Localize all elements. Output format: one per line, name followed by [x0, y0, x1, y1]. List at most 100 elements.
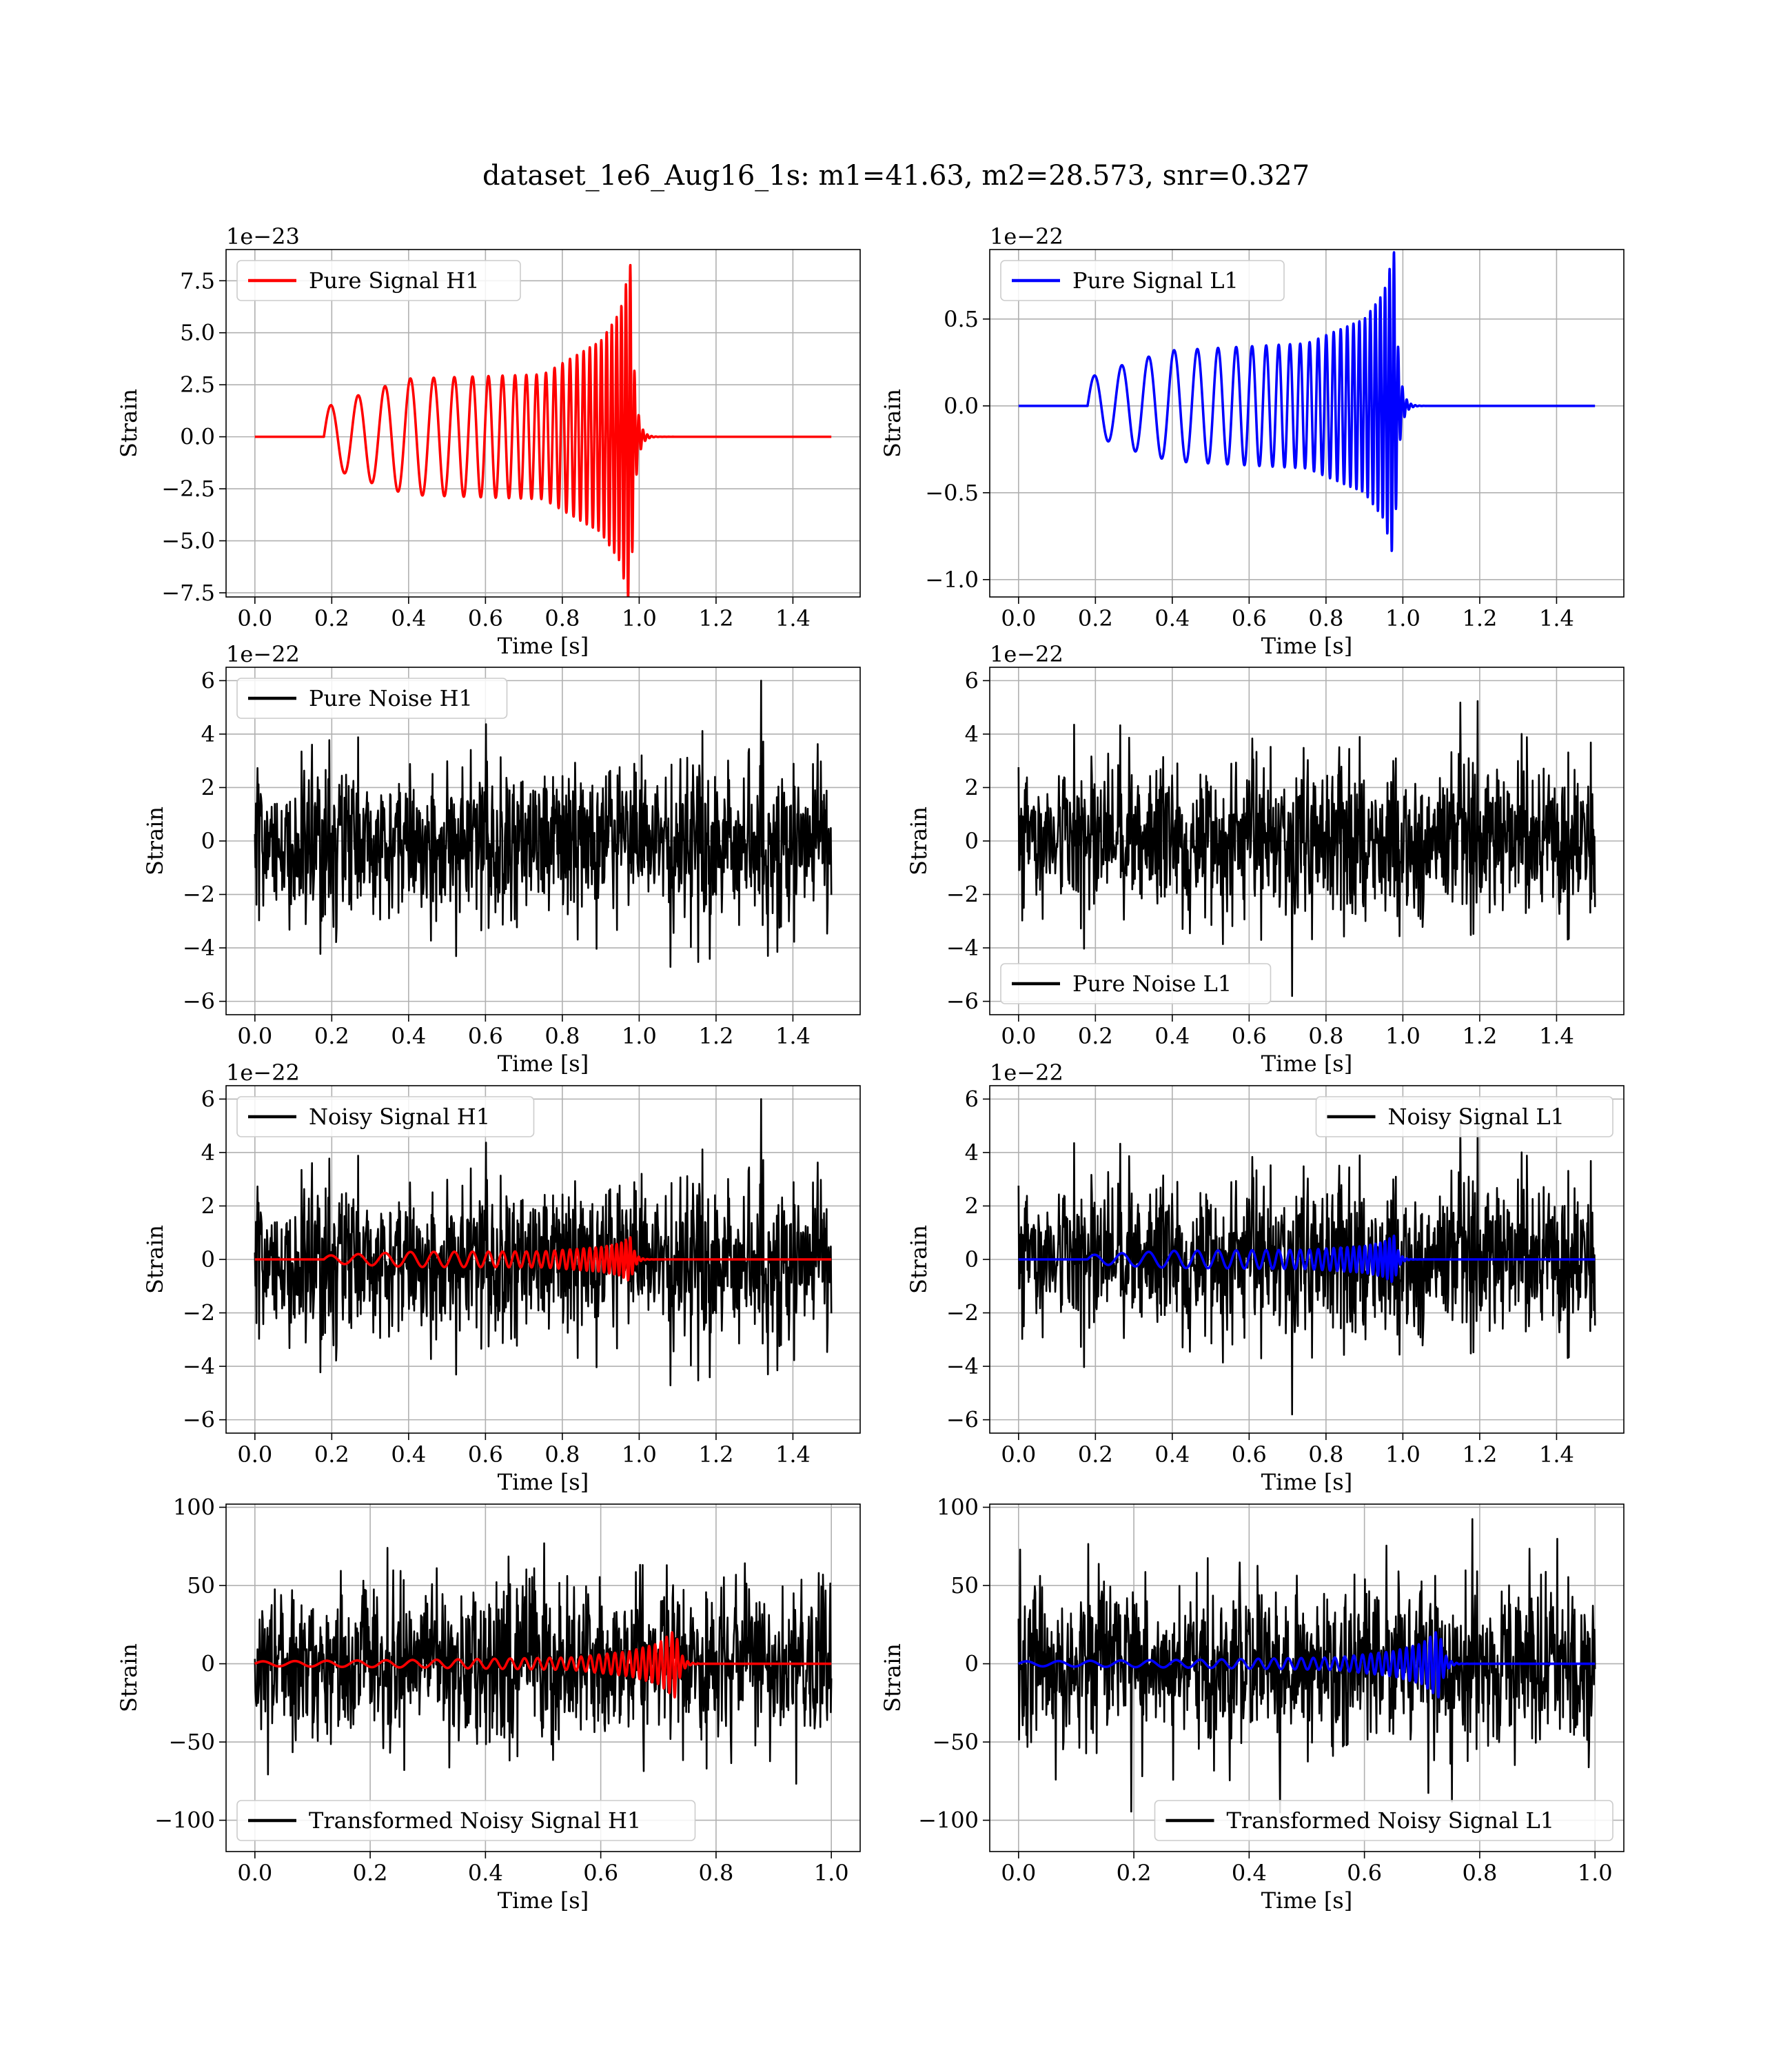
- x-tick-label: 1.0: [1578, 1860, 1613, 1886]
- x-tick-label: 1.2: [1462, 1441, 1497, 1468]
- x-tick-label: 1.0: [1385, 605, 1421, 631]
- x-tick-label: 1.2: [698, 1023, 733, 1049]
- legend-frame: [1154, 1800, 1613, 1841]
- y-tick-label: 6: [201, 1086, 215, 1112]
- axis-offset-label: 1e−22: [226, 641, 300, 667]
- legend-frame: [236, 260, 521, 301]
- y-tick-label: 100: [937, 1494, 979, 1521]
- x-tick-label: 1.4: [775, 1023, 811, 1049]
- x-axis-label: Time [s]: [498, 1469, 589, 1495]
- x-tick-label: 0.0: [237, 1441, 272, 1468]
- y-tick-label: 100: [173, 1494, 215, 1521]
- y-tick-label: −50: [168, 1729, 215, 1755]
- y-tick-label: 0.0: [180, 424, 215, 450]
- axis-offset-label: 1e−22: [990, 641, 1063, 667]
- axes-frame: [989, 1503, 1625, 1852]
- legend-frame: [236, 1096, 535, 1137]
- legend-label: Pure Signal H1: [309, 267, 480, 294]
- x-tick-label: 0.8: [544, 1441, 580, 1468]
- y-tick-label: −6: [183, 1407, 215, 1433]
- x-tick-label: 1.0: [622, 1023, 657, 1049]
- x-tick-label: 0.8: [1462, 1860, 1497, 1886]
- legend: Pure Signal L1: [1000, 260, 1285, 301]
- y-tick-label: −4: [183, 1353, 215, 1379]
- y-tick-label: 2: [965, 774, 979, 800]
- y-tick-label: 4: [201, 721, 215, 747]
- x-axis-label: Time [s]: [1261, 1887, 1352, 1914]
- legend-frame: [1000, 260, 1285, 301]
- legend-label: Pure Noise H1: [309, 685, 473, 711]
- x-tick-label: 0.6: [468, 1023, 503, 1049]
- y-tick-label: 0: [201, 828, 215, 854]
- y-tick-label: 4: [965, 721, 979, 747]
- y-axis-label: Strain: [879, 389, 906, 458]
- y-tick-label: 0: [201, 1651, 215, 1677]
- y-tick-label: −4: [183, 935, 215, 961]
- series-line-noisy-signal-l1: [1017, 1118, 1596, 1416]
- y-tick-label: 2: [201, 1193, 215, 1219]
- legend-label: Pure Noise L1: [1072, 971, 1232, 997]
- x-tick-label: 0.6: [1232, 1441, 1267, 1468]
- y-tick-label: 50: [187, 1572, 215, 1599]
- panel-pure-noise-l1: 0.0 0.2 0.4 0.6 0.8 1.0 1.2 1.4 −6 −4 −2 0 2 4 6 Time […: [906, 641, 1625, 1077]
- x-axis-label: Time [s]: [1261, 633, 1352, 659]
- y-tick-label: 0.5: [944, 306, 979, 332]
- panel-transformed-noisy-signal-h1: 0.0 0.2 0.4 0.6 0.8 1.0 −100 −50 0 50 100 Time [s] S…: [116, 1494, 861, 1914]
- x-tick-label: 1.4: [1539, 1023, 1574, 1049]
- x-axis-label: Time [s]: [498, 1887, 589, 1914]
- y-tick-label: −4: [946, 935, 979, 961]
- y-tick-label: 0: [201, 1246, 215, 1273]
- legend-frame: [1315, 1096, 1613, 1137]
- x-tick-label: 0.4: [391, 1023, 426, 1049]
- x-tick-label: 0.6: [583, 1860, 618, 1886]
- x-tick-label: 0.2: [1078, 1023, 1113, 1049]
- legend: Pure Signal H1: [236, 260, 521, 301]
- series-line-pure-noise-l1: [1017, 700, 1596, 997]
- x-tick-label: 0.0: [1001, 1441, 1036, 1468]
- panel-pure-signal-h1: 0.0 0.2 0.4 0.6 0.8 1.0 1.2 1.4 −7.5 −5.0 −2.5 0.0 2…: [116, 223, 861, 659]
- x-tick-label: 1.2: [698, 1441, 733, 1468]
- x-tick-label: 1.4: [775, 605, 811, 631]
- panel-pure-signal-l1: 0.0 0.2 0.4 0.6 0.8 1.0 1.2 1.4 −1.0 −0.5 0.0 0.5 Ti…: [879, 223, 1625, 659]
- x-tick-label: 0.8: [1308, 1023, 1343, 1049]
- x-tick-label: 0.8: [544, 1023, 580, 1049]
- panel-noisy-signal-h1: 0.0 0.2 0.4 0.6 0.8 1.0 1.2 1.4 −6 −4 −2 0 2 4 6 Time […: [142, 1060, 861, 1495]
- x-axis-label: Time [s]: [498, 633, 589, 659]
- x-tick-label: 1.0: [1385, 1441, 1421, 1468]
- y-tick-label: −100: [154, 1807, 215, 1834]
- y-axis-label: Strain: [116, 389, 142, 458]
- y-tick-label: 4: [965, 1139, 979, 1166]
- x-tick-label: 0.8: [698, 1860, 733, 1886]
- legend: Transformed Noisy Signal H1: [236, 1800, 696, 1841]
- legend: Transformed Noisy Signal L1: [1154, 1800, 1613, 1841]
- legend: Pure Noise L1: [1000, 963, 1272, 1004]
- x-tick-label: 0.8: [544, 605, 580, 631]
- y-tick-label: 2.5: [180, 372, 215, 398]
- x-tick-label: 0.0: [1001, 1023, 1036, 1049]
- y-tick-label: −2.5: [161, 476, 215, 502]
- legend-frame: [1000, 963, 1272, 1004]
- x-tick-label: 0.2: [314, 605, 349, 631]
- figure-title: dataset_1e6_Aug16_1s: m1=41.63, m2=28.57…: [482, 160, 1310, 192]
- x-tick-label: 0.4: [1232, 1860, 1267, 1886]
- x-tick-label: 0.0: [1001, 605, 1036, 631]
- x-tick-label: 1.4: [1539, 605, 1574, 631]
- x-tick-label: 0.4: [1154, 605, 1190, 631]
- y-tick-label: −2: [183, 1300, 215, 1326]
- y-tick-label: −6: [946, 1407, 979, 1433]
- legend: Pure Noise H1: [236, 678, 508, 719]
- x-tick-label: 0.6: [468, 1441, 503, 1468]
- x-tick-label: 1.2: [698, 605, 733, 631]
- legend-label: Noisy Signal H1: [309, 1104, 490, 1130]
- x-tick-label: 0.2: [1078, 605, 1113, 631]
- y-tick-label: 0: [965, 1246, 979, 1273]
- legend: Noisy Signal H1: [236, 1096, 535, 1137]
- series-line-overlay-1: [254, 1236, 833, 1281]
- y-tick-label: 50: [950, 1572, 979, 1599]
- x-tick-label: 0.8: [1308, 1441, 1343, 1468]
- y-tick-label: −2: [946, 882, 979, 908]
- axes-frame: [225, 249, 861, 598]
- axis-offset-label: 1e−22: [226, 1060, 300, 1086]
- x-tick-label: 0.4: [468, 1860, 503, 1886]
- y-tick-label: −2: [183, 882, 215, 908]
